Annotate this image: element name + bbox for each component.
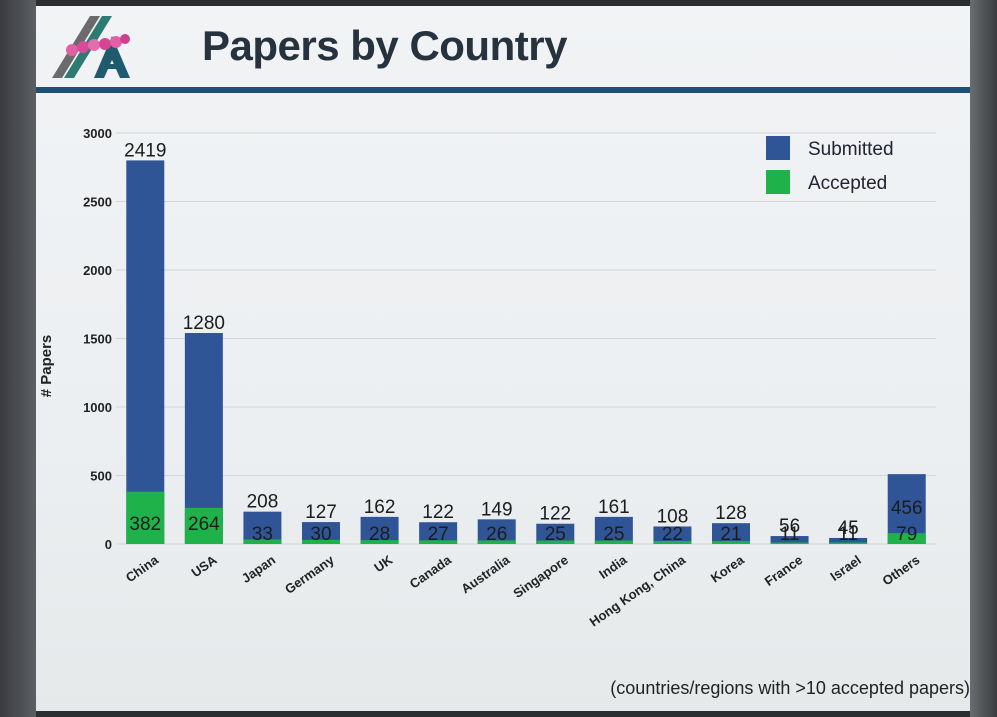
category-label: Singapore — [510, 552, 571, 601]
data-label-submitted: 127 — [305, 502, 337, 523]
bar-accepted — [419, 540, 458, 544]
category-labels: China USA Japan Germany UK Canada AustraliaSin… — [123, 552, 923, 630]
bar-accepted — [653, 540, 692, 544]
data-label-submitted: 149 — [481, 499, 513, 520]
category-label: Japan — [239, 552, 278, 586]
slide-title: Papers by Country — [202, 22, 567, 69]
category-label: Others — [880, 552, 923, 588]
bar-submitted — [419, 522, 458, 544]
data-label-accepted: 79 — [896, 524, 917, 545]
data-label-submitted: 45 — [838, 518, 859, 539]
title-underline — [36, 87, 970, 93]
data-label-accepted: 25 — [603, 524, 624, 545]
bar-accepted — [770, 542, 809, 544]
data-label-accepted: 264 — [188, 514, 220, 535]
bar-accepted — [184, 507, 223, 544]
slide: Papers by Country 0 500 1000 1500 2000 2500 30… — [36, 6, 970, 711]
conference-logo-icon — [52, 16, 130, 78]
y-tick-label: 500 — [90, 469, 112, 484]
data-label-accepted: 30 — [310, 524, 331, 545]
bar-accepted — [243, 539, 282, 544]
y-tick-label: 2000 — [83, 263, 112, 278]
data-label-accepted: 382 — [129, 514, 161, 535]
data-label-accepted: 25 — [545, 524, 566, 545]
data-label-accepted: 22 — [662, 524, 683, 545]
bar-accepted — [302, 539, 340, 544]
data-label-accepted: 21 — [720, 524, 741, 545]
category-label: Germany — [282, 552, 337, 597]
category-label: Israel — [827, 552, 863, 584]
monitor-bezel-right — [970, 0, 997, 717]
data-label-submitted: 162 — [364, 497, 396, 518]
legend-swatch — [766, 136, 790, 160]
data-label-submitted: 108 — [657, 506, 689, 527]
y-tick-label: 0 — [105, 537, 112, 552]
bar-submitted — [770, 536, 809, 544]
data-label-submitted: 1280 — [183, 313, 225, 334]
category-label: France — [762, 552, 806, 589]
category-label: Hong Kong, China — [587, 552, 689, 630]
bar-submitted — [887, 474, 926, 544]
legend-swatch — [766, 170, 790, 194]
bar-accepted — [477, 540, 516, 544]
data-label-submitted: 122 — [422, 502, 454, 523]
category-label: Australia — [458, 552, 513, 597]
bar-submitted — [829, 537, 868, 544]
data-label-submitted: 122 — [539, 504, 571, 525]
monitor-bezel-left — [0, 0, 36, 717]
bar-submitted — [594, 516, 633, 544]
data-label-submitted: 56 — [779, 516, 800, 537]
data-label-accepted: 27 — [428, 524, 449, 545]
bar-submitted — [360, 516, 399, 544]
bar-submitted — [302, 522, 340, 544]
bar-accepted — [126, 491, 165, 544]
y-tick-label: 3000 — [83, 126, 112, 141]
bar-accepted — [887, 533, 926, 544]
bar-submitted — [536, 523, 575, 544]
data-label-accepted: 11 — [780, 524, 800, 545]
bar-submitted — [477, 519, 516, 544]
legend-entry: Accepted — [808, 173, 887, 194]
data-label-accepted: 33 — [252, 524, 273, 545]
y-tick-label: 2500 — [83, 195, 112, 210]
data-label-submitted: 2419 — [124, 140, 166, 161]
data-label-submitted: 208 — [247, 492, 279, 513]
legend: Submitted Accepted — [766, 136, 894, 194]
bar-submitted — [243, 511, 282, 544]
bar-accepted — [360, 540, 399, 544]
bars — [126, 160, 926, 544]
y-tick-label: 1500 — [83, 332, 112, 347]
chart-caption: (countries/regions with >10 accepted pap… — [610, 678, 970, 698]
bar-accepted — [829, 542, 868, 544]
data-label-accepted: 28 — [369, 524, 390, 545]
data-label-submitted: 161 — [598, 497, 630, 518]
bar-accepted — [712, 541, 750, 544]
category-label: UK — [371, 552, 395, 575]
bar-submitted — [126, 160, 165, 544]
bar-accepted — [536, 540, 575, 544]
category-label: India — [596, 552, 630, 582]
data-label-accepted: 11 — [838, 524, 858, 545]
data-label-submitted: 456 — [891, 498, 923, 519]
category-label: Canada — [407, 552, 455, 592]
y-axis-label: # Papers — [38, 335, 55, 398]
y-tick-label: 1000 — [83, 400, 112, 415]
grid-lines — [116, 132, 936, 545]
category-label: China — [123, 552, 162, 585]
y-tick-labels: 0 500 1000 1500 2000 2500 3000 — [83, 126, 112, 552]
category-label: USA — [188, 552, 220, 580]
category-label: Korea — [708, 552, 747, 586]
legend-entry: Submitted — [808, 139, 894, 160]
data-labels: 2419382128026420833127301622812227149261… — [124, 140, 922, 545]
bar-submitted — [653, 526, 692, 544]
data-label-submitted: 128 — [715, 503, 747, 524]
bar-accepted — [594, 540, 633, 544]
bar-submitted — [712, 523, 750, 544]
papers-bar-chart: 0 500 1000 1500 2000 2500 3000 2419 382 1280 264 2… — [38, 126, 936, 630]
data-label-accepted: 26 — [486, 524, 507, 545]
